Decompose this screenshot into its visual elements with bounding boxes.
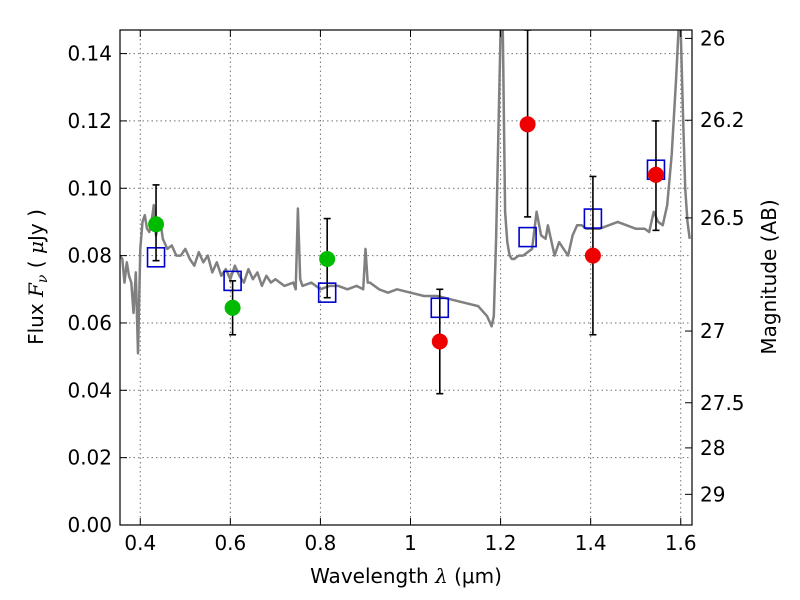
right-tick-label: 27 xyxy=(700,319,725,343)
y-tick-label: 0.02 xyxy=(67,446,112,470)
right-tick-label: 27.5 xyxy=(700,391,745,415)
right-tick-label: 29 xyxy=(700,482,725,506)
y-axis-title-mu: μ xyxy=(24,241,48,254)
x-tick-label: 0.4 xyxy=(124,531,156,555)
x-axis-title-lead: Wavelength xyxy=(310,564,435,588)
y-axis-title: Flux Fν ( μJy ) xyxy=(24,209,51,345)
red-data-point xyxy=(431,333,448,350)
y-tick-label: 0.10 xyxy=(67,176,112,200)
y-axis-title-paren: ( xyxy=(24,254,48,275)
plot-area xyxy=(120,30,691,395)
x-axis-title-unit: (μm) xyxy=(448,564,502,588)
model-square-marker xyxy=(518,226,537,248)
x-tick-label: 1 xyxy=(404,531,417,555)
x-axis-title-symbol: λ xyxy=(434,564,448,588)
x-tick-label: 1.2 xyxy=(485,531,517,555)
grid-lines xyxy=(120,30,692,526)
y-axis-title-symbol: F xyxy=(24,282,48,298)
x-axis-title: Wavelength λ (μm) xyxy=(310,564,502,588)
green-data-point xyxy=(224,299,241,316)
y-tick-label: 0.08 xyxy=(67,244,112,268)
y-tick-label: 0.04 xyxy=(67,378,112,402)
y-axis-title-subscript: ν xyxy=(35,274,51,283)
x-tick-label: 1.4 xyxy=(575,531,607,555)
green-data-point xyxy=(148,216,165,233)
right-tick-label: 28 xyxy=(700,436,725,460)
green-data-point xyxy=(319,250,336,267)
right-tick-label: 26.5 xyxy=(700,206,745,230)
right-tick-label: 26 xyxy=(700,26,725,50)
y-tick-label: 0.06 xyxy=(67,311,112,335)
x-tick-label: 1.6 xyxy=(665,531,697,555)
red-data-point xyxy=(519,116,536,133)
y-tick-label: 0.00 xyxy=(67,513,112,537)
right-tick-label: 26.2 xyxy=(700,108,745,132)
axis-ticks: 0.4 0.6 0.8 1 1.2 1.4 1.6 0.00 0.02 0.04 0.06 0.08 0… xyxy=(67,26,744,555)
x-tick-label: 0.6 xyxy=(214,531,246,555)
red-data-point xyxy=(584,247,601,264)
right-axis-title: Magnitude (AB) xyxy=(757,199,781,354)
y-tick-label: 0.14 xyxy=(67,42,112,66)
plot-frame xyxy=(119,29,693,526)
y-axis-title-unit: Jy ) xyxy=(24,209,48,243)
y-axis-title-lead: Flux xyxy=(24,297,48,345)
red-data-point xyxy=(647,166,664,183)
x-tick-label: 0.8 xyxy=(305,531,337,555)
y-tick-label: 0.12 xyxy=(67,109,112,133)
